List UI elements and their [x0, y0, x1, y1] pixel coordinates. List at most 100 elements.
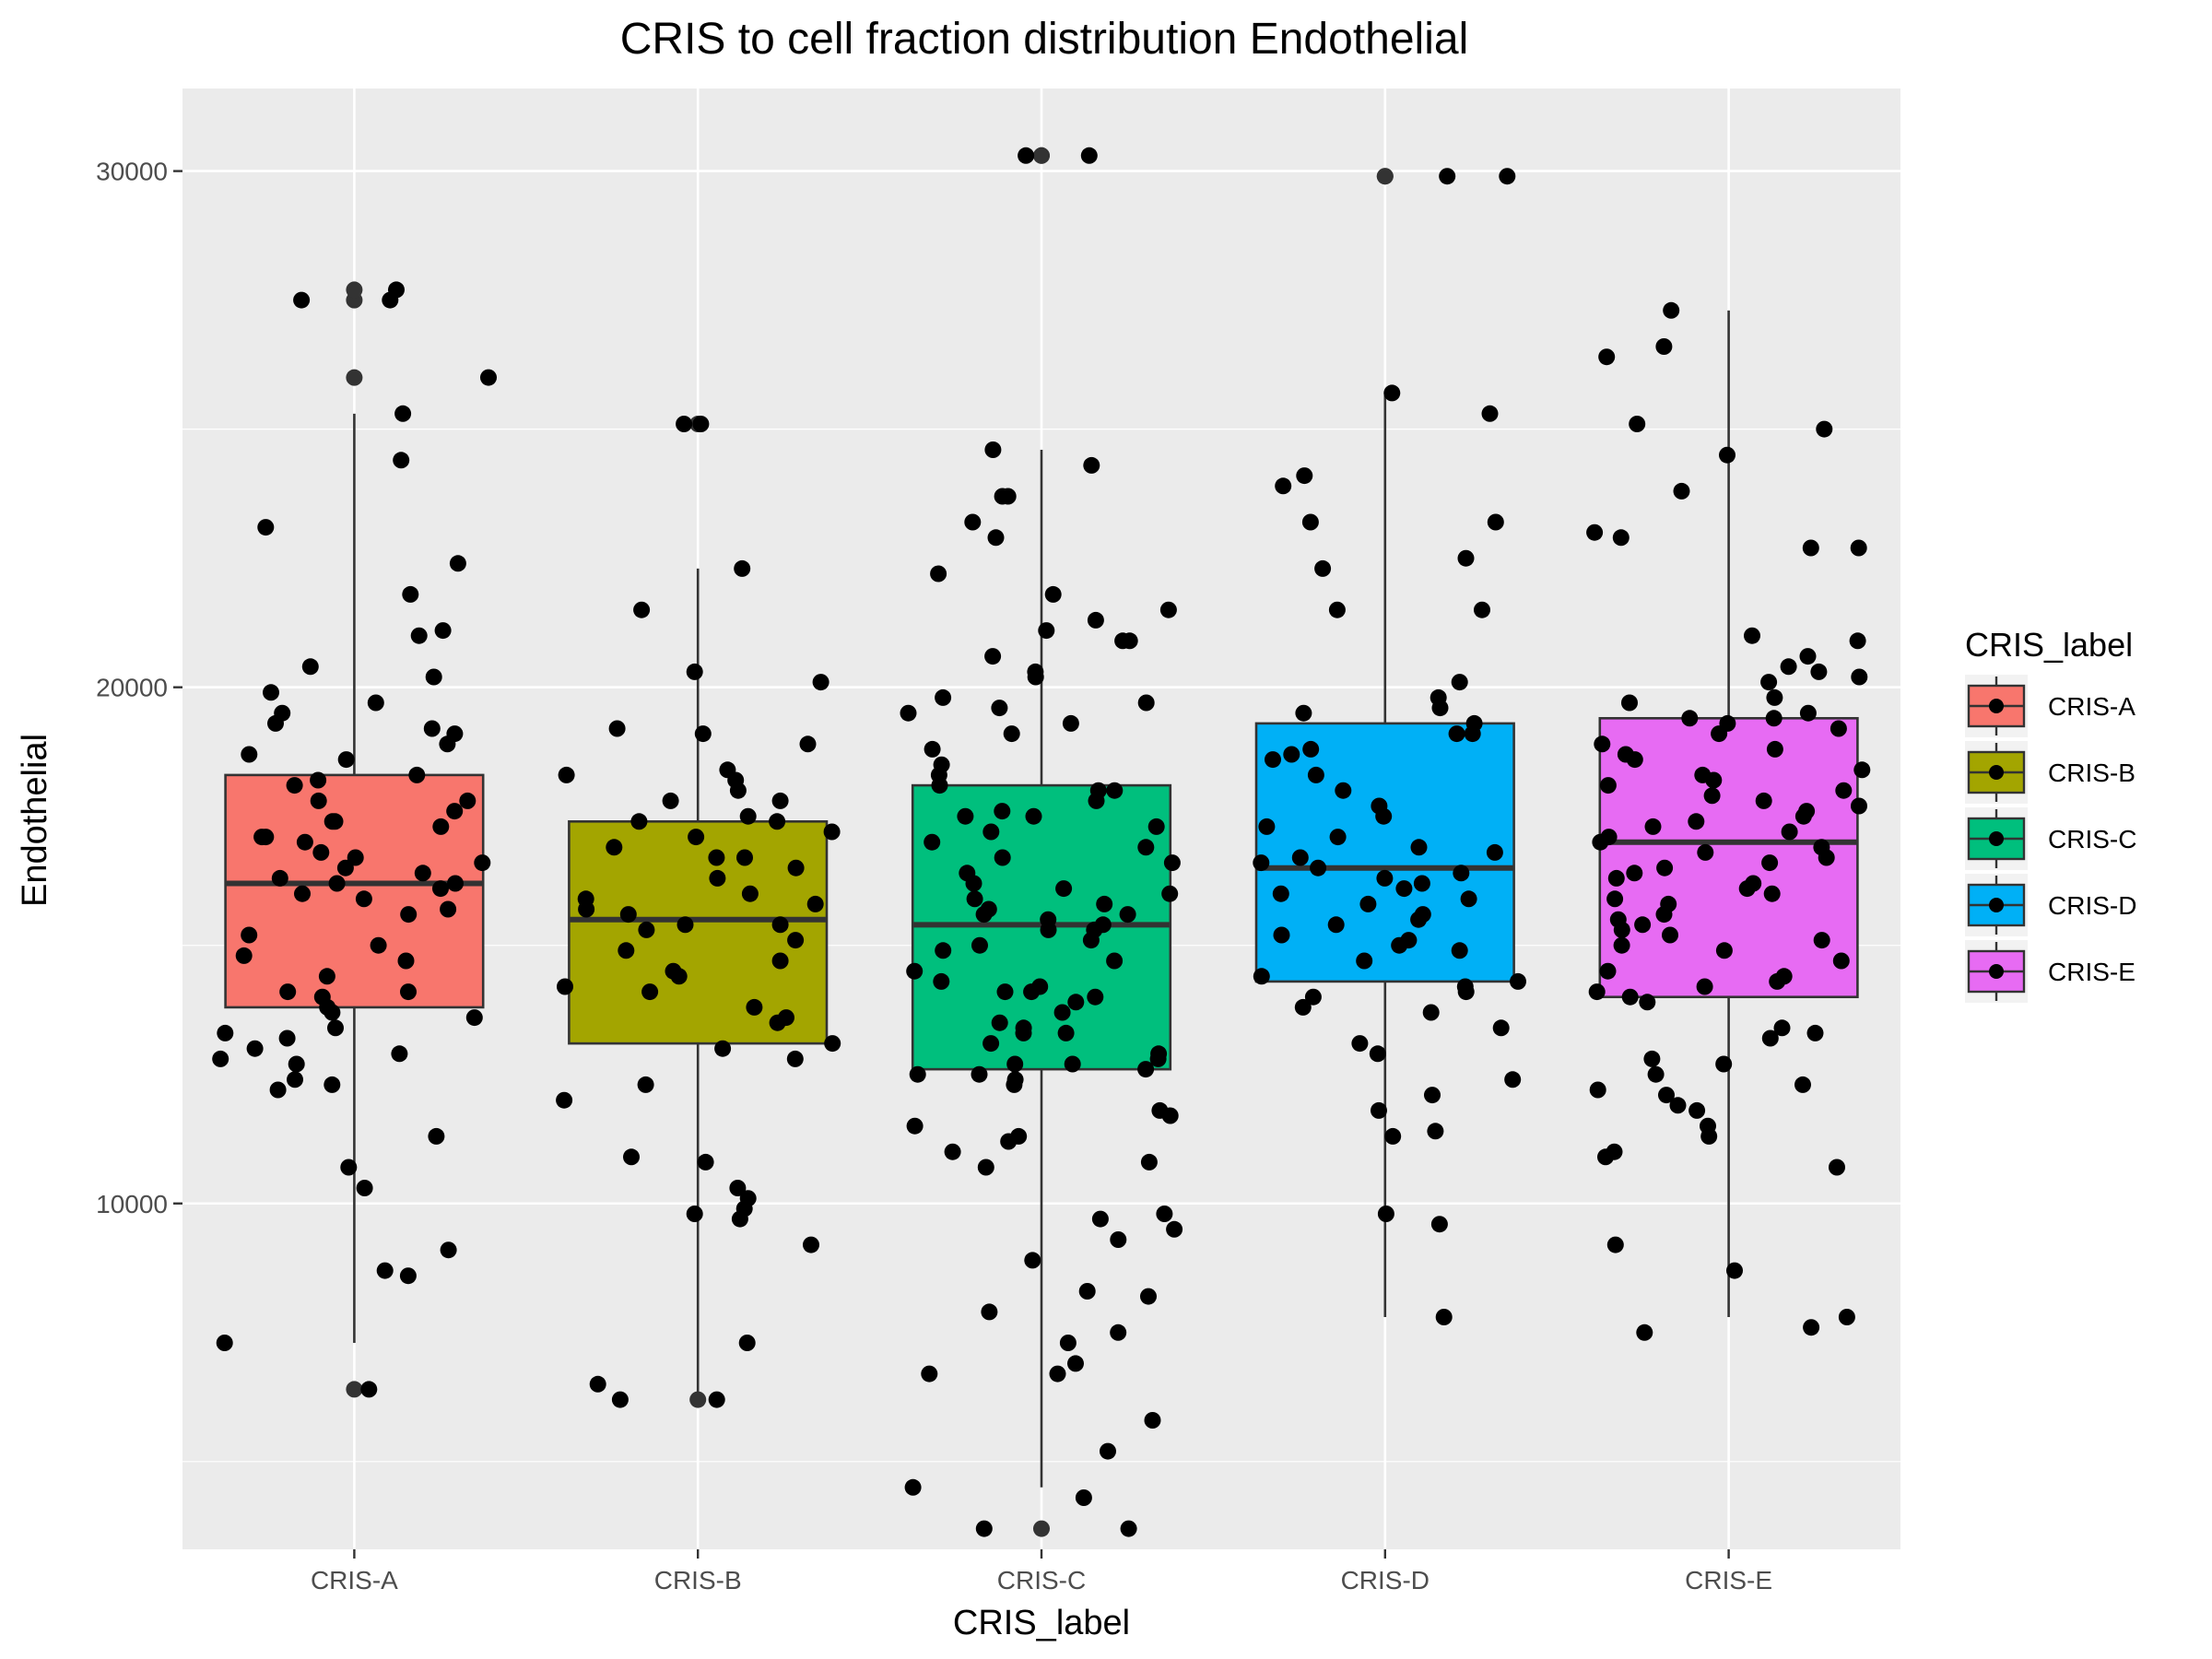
box-cris-b [568, 416, 829, 1408]
outlier-point [346, 281, 363, 299]
data-point [1027, 668, 1044, 686]
data-point [799, 735, 817, 753]
data-point [1644, 818, 1662, 835]
data-point [1835, 782, 1853, 799]
data-point [1799, 704, 1817, 722]
data-point [975, 906, 993, 924]
data-point [1006, 1076, 1023, 1093]
data-point [739, 807, 757, 825]
data-point [440, 1241, 457, 1259]
data-point [1377, 1206, 1394, 1222]
data-point [1818, 849, 1835, 866]
data-point [212, 1050, 229, 1067]
data-point [633, 601, 651, 618]
data-point [1780, 658, 1797, 676]
data-point [408, 766, 426, 783]
data-point [1794, 807, 1812, 825]
data-point [1044, 585, 1062, 603]
points-cris-d [1253, 168, 1526, 1325]
data-point [930, 565, 947, 582]
data-point [1838, 1309, 1855, 1325]
data-point [1794, 1076, 1811, 1093]
data-point [294, 885, 311, 902]
data-point [1726, 1262, 1743, 1279]
data-point [1719, 446, 1735, 464]
data-point [1144, 1412, 1161, 1429]
data-point [1356, 952, 1373, 970]
data-point [310, 792, 327, 809]
data-point [439, 735, 456, 753]
data-point [736, 849, 753, 866]
data-point [1100, 1442, 1116, 1460]
data-point [425, 668, 442, 686]
data-point [1705, 771, 1723, 789]
data-point [1335, 782, 1352, 799]
data-point [1078, 1283, 1096, 1300]
data-point [1599, 962, 1617, 980]
outlier-point [346, 369, 363, 386]
data-point [1067, 1355, 1084, 1372]
outlier-point [1033, 147, 1050, 164]
data-point [324, 1076, 341, 1093]
data-point [1328, 601, 1346, 618]
data-point [1755, 792, 1772, 809]
data-point [1003, 725, 1020, 743]
data-point [1283, 746, 1300, 763]
data-point [900, 704, 917, 722]
y-tick-label: 10000 [96, 1190, 168, 1218]
data-point [1166, 1220, 1183, 1238]
legend-label: CRIS-B [2048, 759, 2136, 787]
data-point [971, 1065, 988, 1083]
data-point [1088, 792, 1105, 809]
data-point [1329, 829, 1347, 846]
data-point [999, 488, 1017, 505]
data-point [1149, 1050, 1167, 1067]
data-point [440, 900, 457, 918]
data-point [991, 700, 1008, 717]
data-point [1080, 147, 1098, 164]
outlier-point [689, 1391, 707, 1408]
data-point [662, 792, 679, 809]
data-point [1629, 416, 1646, 432]
data-point [1803, 1319, 1820, 1336]
data-point [1655, 338, 1673, 355]
data-point [1606, 890, 1624, 908]
data-point [1799, 648, 1817, 665]
data-point [347, 849, 364, 866]
data-point [771, 916, 789, 934]
legend-label: CRIS-A [2048, 692, 2136, 721]
data-point [1598, 348, 1616, 366]
data-point [367, 694, 384, 712]
points-cris-a [212, 281, 497, 1398]
data-point [1711, 725, 1728, 743]
data-point [1253, 854, 1270, 872]
legend-point [1989, 831, 2004, 846]
data-point [641, 983, 659, 1001]
data-point [1156, 1206, 1173, 1222]
data-point [1451, 674, 1468, 691]
data-point [1697, 843, 1714, 861]
data-point [637, 1076, 654, 1093]
data-point [1006, 1055, 1024, 1073]
data-point [1140, 1288, 1157, 1305]
data-point [1457, 549, 1475, 567]
data-point [1410, 911, 1428, 928]
data-point [957, 807, 974, 825]
data-point [1384, 1127, 1402, 1145]
data-point [1626, 865, 1643, 882]
data-point [1696, 978, 1713, 995]
data-point [1773, 1019, 1791, 1037]
legend-point [1989, 898, 2004, 912]
data-point [267, 714, 284, 732]
data-point [812, 674, 830, 691]
data-point [971, 936, 988, 954]
data-point [1681, 710, 1699, 727]
data-point [360, 1381, 378, 1398]
data-point [1110, 1231, 1127, 1248]
data-point [393, 452, 410, 469]
data-point [1413, 875, 1430, 892]
data-point [1295, 704, 1312, 722]
data-point [1410, 839, 1428, 856]
data-point [1829, 1159, 1845, 1176]
data-point [966, 890, 983, 908]
